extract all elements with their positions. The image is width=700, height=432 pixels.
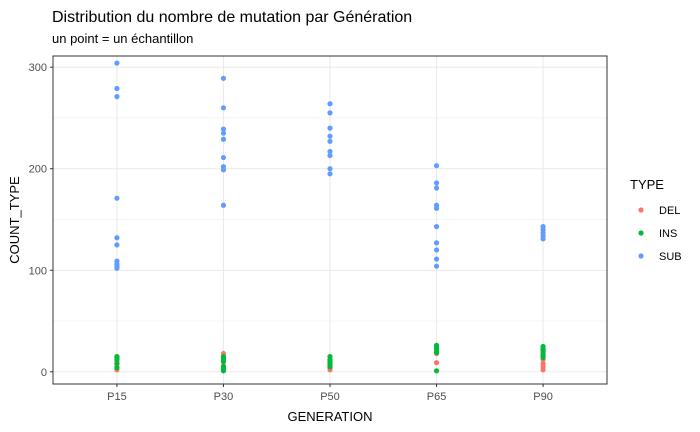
data-point-del xyxy=(540,361,546,367)
chart-subtitle: un point = un échantillon xyxy=(52,31,193,46)
data-point-sub xyxy=(327,148,333,155)
data-point-sub xyxy=(114,60,120,66)
legend-key-del xyxy=(638,207,644,213)
data-point-sub xyxy=(220,105,227,111)
data-point-sub xyxy=(114,85,120,92)
data-point-sub xyxy=(220,75,227,81)
points-layer xyxy=(114,60,546,374)
data-point-del xyxy=(433,360,440,366)
data-point-sub xyxy=(433,256,440,262)
data-point-sub xyxy=(433,205,440,211)
legend: TYPE DEL INS SUB xyxy=(630,177,682,263)
x-tick-label: P65 xyxy=(427,391,447,403)
data-point-sub xyxy=(433,163,440,169)
data-point-sub xyxy=(114,195,120,201)
legend-title: TYPE xyxy=(630,177,664,192)
data-point-ins xyxy=(327,353,333,360)
chart-title: Distribution du nombre de mutation par G… xyxy=(52,9,412,26)
x-tick-label: P15 xyxy=(107,391,127,403)
x-tick-label: P90 xyxy=(533,391,553,403)
data-point-sub xyxy=(540,236,546,242)
data-point-ins xyxy=(433,368,440,374)
data-point-sub xyxy=(433,185,440,191)
data-point-ins xyxy=(540,343,546,350)
data-point-sub xyxy=(114,94,120,100)
y-tick-label: 300 xyxy=(29,62,47,74)
data-point-sub xyxy=(220,136,227,142)
data-point-sub xyxy=(220,126,227,132)
data-point-sub xyxy=(327,171,333,177)
data-point-sub xyxy=(114,242,120,248)
data-point-ins xyxy=(114,365,120,371)
y-axis-title: COUNT_TYPE xyxy=(7,176,22,264)
data-point-ins xyxy=(114,353,120,360)
data-point-sub xyxy=(433,224,440,230)
data-point-sub xyxy=(327,101,333,107)
data-point-sub xyxy=(220,167,227,173)
legend-label-del: DEL xyxy=(659,205,680,217)
data-point-sub xyxy=(433,247,440,253)
plot-border xyxy=(52,55,608,385)
data-point-sub xyxy=(327,138,333,144)
legend-label-sub: SUB xyxy=(659,251,682,263)
data-point-ins xyxy=(220,353,227,360)
y-tick-label: 100 xyxy=(29,265,47,277)
data-point-sub xyxy=(433,263,440,269)
data-point-sub xyxy=(327,125,333,131)
data-point-sub xyxy=(433,240,440,246)
y-tick-label: 0 xyxy=(41,367,47,379)
legend-items: DEL INS SUB xyxy=(638,205,682,263)
data-point-sub xyxy=(220,130,227,136)
x-axis-title: GENERATION xyxy=(288,409,373,424)
data-point-sub xyxy=(327,133,333,139)
data-point-sub xyxy=(327,110,333,116)
x-tick-label: P30 xyxy=(214,391,234,403)
ticks-layer: 0 100 200 300 P15 P30 P50 P65 P90 xyxy=(29,62,553,403)
data-point-sub xyxy=(114,235,120,241)
legend-label-ins: INS xyxy=(659,228,677,240)
data-point-sub xyxy=(114,265,120,271)
data-point-sub xyxy=(433,180,440,186)
y-tick-label: 200 xyxy=(29,164,47,176)
data-point-sub xyxy=(327,166,333,172)
data-point-sub xyxy=(220,202,227,208)
data-point-ins xyxy=(433,342,440,349)
legend-key-sub xyxy=(638,253,644,259)
data-point-ins xyxy=(220,364,227,370)
x-tick-label: P50 xyxy=(320,391,340,403)
legend-key-ins xyxy=(638,230,644,236)
data-point-sub xyxy=(220,154,227,161)
data-point-sub xyxy=(327,152,333,159)
data-point-ins xyxy=(114,361,120,367)
